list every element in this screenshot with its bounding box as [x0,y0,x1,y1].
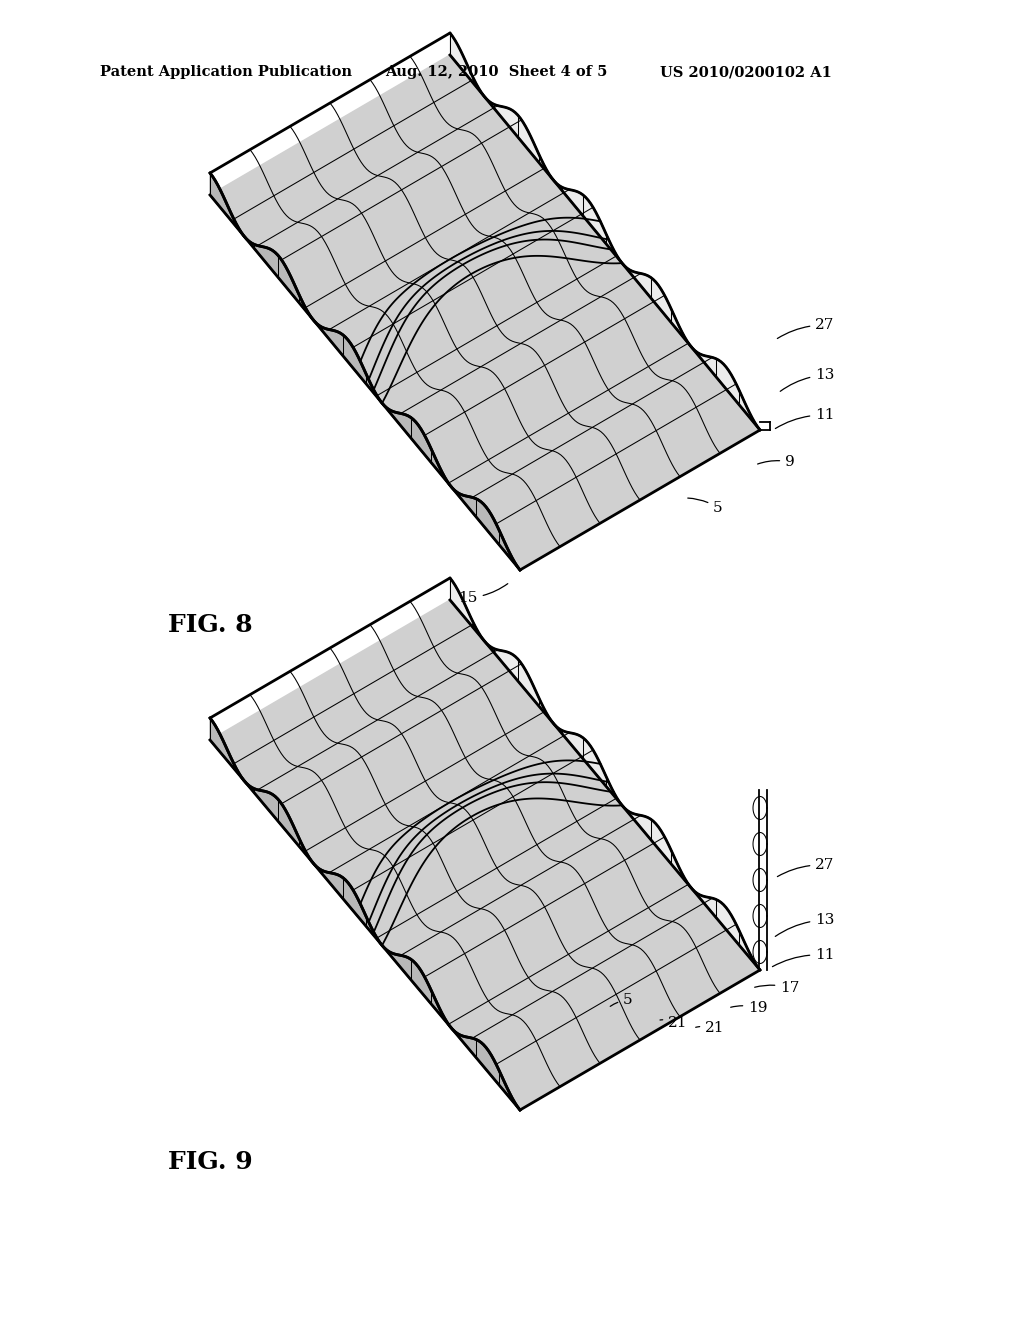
Text: 21: 21 [660,1016,688,1030]
Text: 27: 27 [777,858,835,876]
Text: 11: 11 [772,948,835,966]
Polygon shape [210,601,760,1110]
Text: 13: 13 [775,913,835,936]
Text: Patent Application Publication: Patent Application Publication [100,65,352,79]
Text: 27: 27 [777,318,835,338]
Polygon shape [210,718,520,1110]
Text: 11: 11 [775,408,835,429]
Polygon shape [450,578,760,970]
Text: FIG. 9: FIG. 9 [168,1150,253,1173]
Polygon shape [450,33,760,430]
Text: 17: 17 [755,981,800,995]
Text: Aug. 12, 2010  Sheet 4 of 5: Aug. 12, 2010 Sheet 4 of 5 [385,65,607,79]
Text: 5: 5 [610,993,633,1007]
Text: 13: 13 [780,368,835,391]
Text: 19: 19 [731,1001,768,1015]
Text: FIG. 8: FIG. 8 [168,612,253,638]
Text: 9: 9 [758,455,795,469]
Text: 21: 21 [695,1020,725,1035]
Text: 15: 15 [459,583,508,605]
Polygon shape [210,55,760,570]
Polygon shape [210,173,520,570]
Text: US 2010/0200102 A1: US 2010/0200102 A1 [660,65,831,79]
Text: 5: 5 [688,498,723,515]
